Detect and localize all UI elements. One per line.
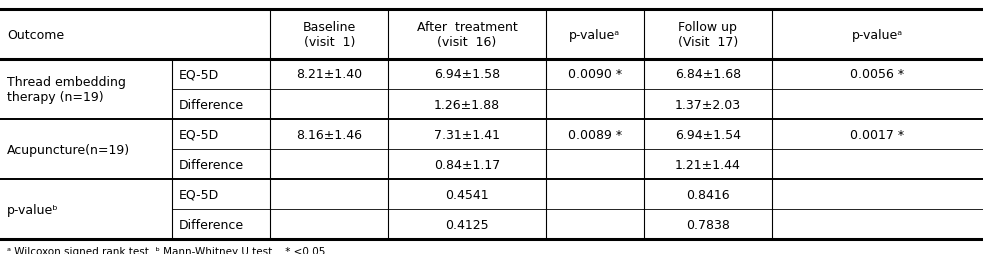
Text: After  treatment
(visit  16): After treatment (visit 16) xyxy=(417,21,517,49)
Text: EQ-5D: EQ-5D xyxy=(179,188,219,201)
Text: 1.37±2.03: 1.37±2.03 xyxy=(674,98,741,111)
Text: 8.16±1.46: 8.16±1.46 xyxy=(296,128,363,141)
Text: 0.0056 *: 0.0056 * xyxy=(850,68,904,81)
Text: 1.26±1.88: 1.26±1.88 xyxy=(434,98,500,111)
Text: 0.8416: 0.8416 xyxy=(686,188,729,201)
Text: Outcome: Outcome xyxy=(7,28,64,41)
Text: 0.7838: 0.7838 xyxy=(686,218,729,231)
Text: EQ-5D: EQ-5D xyxy=(179,68,219,81)
Text: 1.21±1.44: 1.21±1.44 xyxy=(674,158,741,171)
Text: Difference: Difference xyxy=(179,158,244,171)
Text: Follow up
(Visit  17): Follow up (Visit 17) xyxy=(677,21,738,49)
Text: 6.84±1.68: 6.84±1.68 xyxy=(674,68,741,81)
Text: Difference: Difference xyxy=(179,98,244,111)
Text: 0.84±1.17: 0.84±1.17 xyxy=(434,158,500,171)
Text: p-valueᵇ: p-valueᵇ xyxy=(7,203,59,216)
Text: 0.0017 *: 0.0017 * xyxy=(850,128,904,141)
Text: 0.0090 *: 0.0090 * xyxy=(567,68,622,81)
Text: 0.0089 *: 0.0089 * xyxy=(567,128,622,141)
Text: ᵃ Wilcoxon signed rank test  ᵇ Mann-Whitney U test    * <0.05: ᵃ Wilcoxon signed rank test ᵇ Mann-Whitn… xyxy=(7,246,325,254)
Text: 0.4541: 0.4541 xyxy=(445,188,489,201)
Text: Thread embedding
therapy (n=19): Thread embedding therapy (n=19) xyxy=(7,76,126,104)
Text: Acupuncture(n=19): Acupuncture(n=19) xyxy=(7,143,130,156)
Text: 7.31±1.41: 7.31±1.41 xyxy=(434,128,500,141)
Text: EQ-5D: EQ-5D xyxy=(179,128,219,141)
Text: Baseline
(visit  1): Baseline (visit 1) xyxy=(303,21,356,49)
Text: p-valueᵃ: p-valueᵃ xyxy=(851,28,903,41)
Text: 0.4125: 0.4125 xyxy=(445,218,489,231)
Text: Difference: Difference xyxy=(179,218,244,231)
Text: 6.94±1.54: 6.94±1.54 xyxy=(674,128,741,141)
Text: p-valueᵃ: p-valueᵃ xyxy=(569,28,620,41)
Text: 8.21±1.40: 8.21±1.40 xyxy=(296,68,363,81)
Text: 6.94±1.58: 6.94±1.58 xyxy=(434,68,500,81)
